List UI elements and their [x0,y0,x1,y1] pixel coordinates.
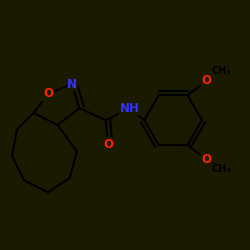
Text: O: O [103,138,113,151]
Text: CH₃: CH₃ [211,66,231,76]
Text: O: O [43,87,53,100]
Text: CH₃: CH₃ [211,164,231,174]
Text: NH: NH [120,102,140,115]
Text: O: O [202,74,212,87]
Text: N: N [67,78,77,91]
Text: O: O [202,153,212,166]
